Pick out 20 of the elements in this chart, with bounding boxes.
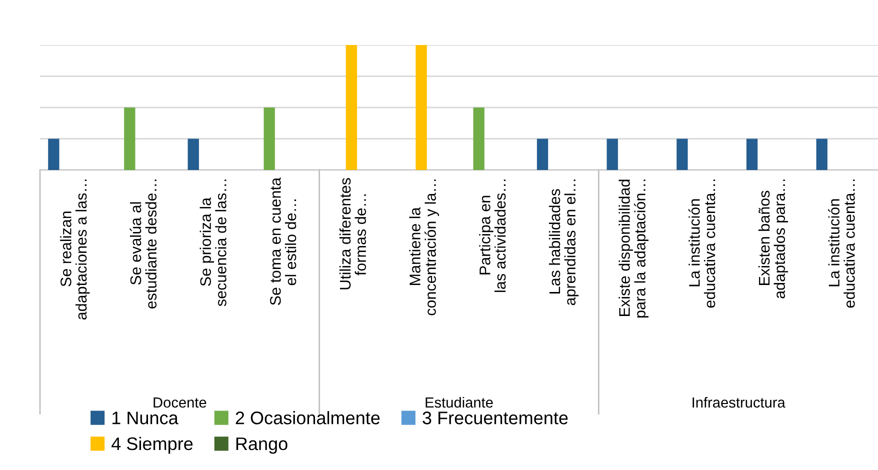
x-tick-label: Se evalúa al estudiante desde… bbox=[130, 180, 157, 308]
x-tick-label: La institución educativa cuenta… bbox=[828, 180, 855, 308]
x-tick-label: Utiliza diferentes formas de… bbox=[339, 178, 366, 290]
text: Docente bbox=[154, 397, 206, 408]
x-tick-label: Se realizan adaptaciones a las… bbox=[60, 180, 90, 320]
legend-label: Rango bbox=[236, 438, 288, 454]
x-tick-label: Mantiene la concentración y la… bbox=[409, 180, 439, 316]
x-tick-label: Existe disponibilidad para la adaptación… bbox=[618, 180, 648, 318]
legend-label: 4 Siempre bbox=[112, 436, 193, 454]
text: Infraestructura bbox=[692, 396, 786, 408]
legend-label: 3 Frecuentemente bbox=[422, 412, 568, 424]
x-tick-label: Las habilidades aprendidas en el… bbox=[548, 180, 579, 306]
x-tick-label: Participa en las actividades… bbox=[479, 180, 506, 292]
x-tick-label: Se prioriza la secuencia de las… bbox=[200, 180, 226, 306]
legend-label: 1 Nunca bbox=[112, 412, 178, 424]
text: Estudiante bbox=[426, 396, 493, 408]
x-tick-label: La institución educativa cuenta… bbox=[688, 180, 716, 308]
x-tick-label: Existen baños adaptados para… bbox=[758, 180, 788, 298]
legend-label: 2 Ocasionalmente bbox=[236, 411, 380, 424]
x-tick-label: Se toma en cuenta el estilo de… bbox=[270, 177, 296, 306]
